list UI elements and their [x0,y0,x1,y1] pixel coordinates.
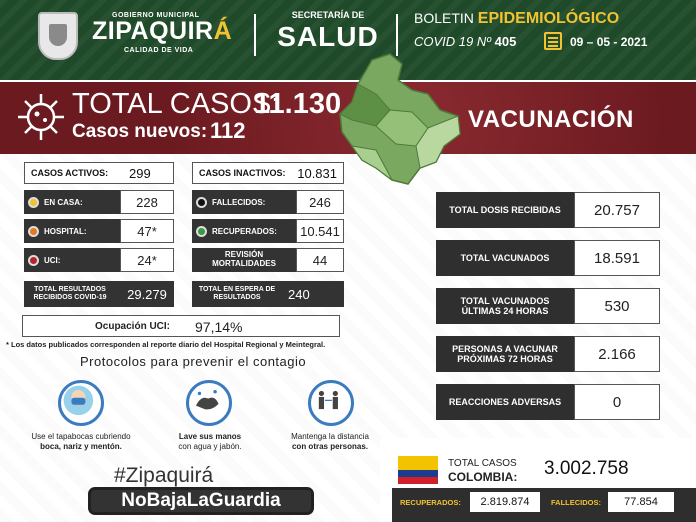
en-casa-box: EN CASA: 228 [24,190,174,214]
city-name: ZIPAQUIRÁ [92,17,233,45]
protocols-title: Protocolos para prevenir el contagio [80,354,307,369]
yellow-dot-icon [28,196,39,208]
header-bar [0,0,696,80]
hand-wash-icon [186,380,232,426]
colombia-flag-icon [398,456,438,484]
vac-total-vacunados: TOTAL VACUNADOS 18.591 [436,240,660,276]
data-source-note: * Los datos publicados corresponden al r… [6,340,326,349]
vacunacion-title: VACUNACIÓN [468,106,634,133]
municipal-crest-icon [38,12,78,60]
municipality-map [339,53,461,185]
face-mask-icon [58,380,104,426]
vac-ultimas-24h: TOTAL VACUNADOS ÚLTIMAS 24 HORAS 530 [436,288,660,324]
revision-box: REVISIÓN MORTALIDADES 44 [192,248,344,272]
campaign-hashtag: #Zipaquirá [114,464,214,487]
calendar-icon [544,32,562,50]
mask-caption: Use el tapabocas cubriendo boca, nariz y … [31,432,131,451]
vac-dosis-recibidas: TOTAL DOSIS RECIBIDAS 20.757 [436,192,660,228]
hand-wash-caption: Lave sus manos con agua y jabón. [178,432,242,451]
new-cases-value: 112 [210,118,246,143]
colombia-total-value: 3.002.758 [544,458,629,479]
total-cases-label: TOTAL CASOS: [72,88,280,120]
colombia-fallecidos-label: FALLECIDOS: [551,498,601,507]
colombia-recuperados-value: 2.819.874 [470,492,540,512]
bulletin-date: 09 – 05 - 2021 [570,35,648,49]
calidad-label: CALIDAD DE VIDA [124,47,194,54]
gobierno-label: GOBIERNO MUNICIPAL [112,12,200,19]
social-distance-icon [308,380,354,426]
colombia-recuperados-label: RECUPERADOS: [400,498,461,507]
total-cases-value: 11.130 [254,88,342,120]
ocupacion-uci-box: Ocupación UCI: 97,14% [22,315,340,337]
fallecidos-box: FALLECIDOS: 246 [192,190,344,214]
active-cases-box: CASOS ACTIVOS: 299 [24,162,174,184]
inactive-cases-box: CASOS INACTIVOS: 10.831 [192,162,344,184]
orange-dot-icon [28,225,39,237]
virus-icon [18,94,64,140]
boletin-title: BOLETIN EPIDEMIOLÓGICO [414,10,620,27]
resultados-box: TOTAL RESULTADOS RECIBIDOS COVID-19 29.2… [24,281,174,307]
red-dot-icon [28,254,39,266]
distance-caption: Mantenga la distancia con otras personas. [291,432,369,451]
colombia-total-label: TOTAL CASOS COLOMBIA: [448,458,518,484]
colombia-fallecidos-value: 77.854 [608,492,674,512]
vac-reacciones-adversas: REACCIONES ADVERSAS 0 [436,384,660,420]
header-divider [396,14,398,56]
espera-box: TOTAL EN ESPERA DE RESULTADOS 240 [192,281,344,307]
recuperados-box: RECUPERADOS: 10.541 [192,219,344,243]
new-cases-label: Casos nuevos: [72,121,208,142]
green-dot-icon [196,225,207,237]
header-divider [254,14,256,56]
campaign-slogan: NoBajaLaGuardia [88,487,314,515]
bulletin-number: COVID 19 Nº 405 [414,34,517,49]
hospital-box: HOSPITAL: 47* [24,219,174,243]
vac-proximas-72h: PERSONAS A VACUNAR PRÓXIMAS 72 HORAS 2.16… [436,336,660,372]
black-dot-icon [196,196,207,208]
salud-title: SALUD [277,21,379,52]
secretaria-label: SECRETARÍA DE [291,10,365,20]
uci-box: UCI: 24* [24,248,174,272]
